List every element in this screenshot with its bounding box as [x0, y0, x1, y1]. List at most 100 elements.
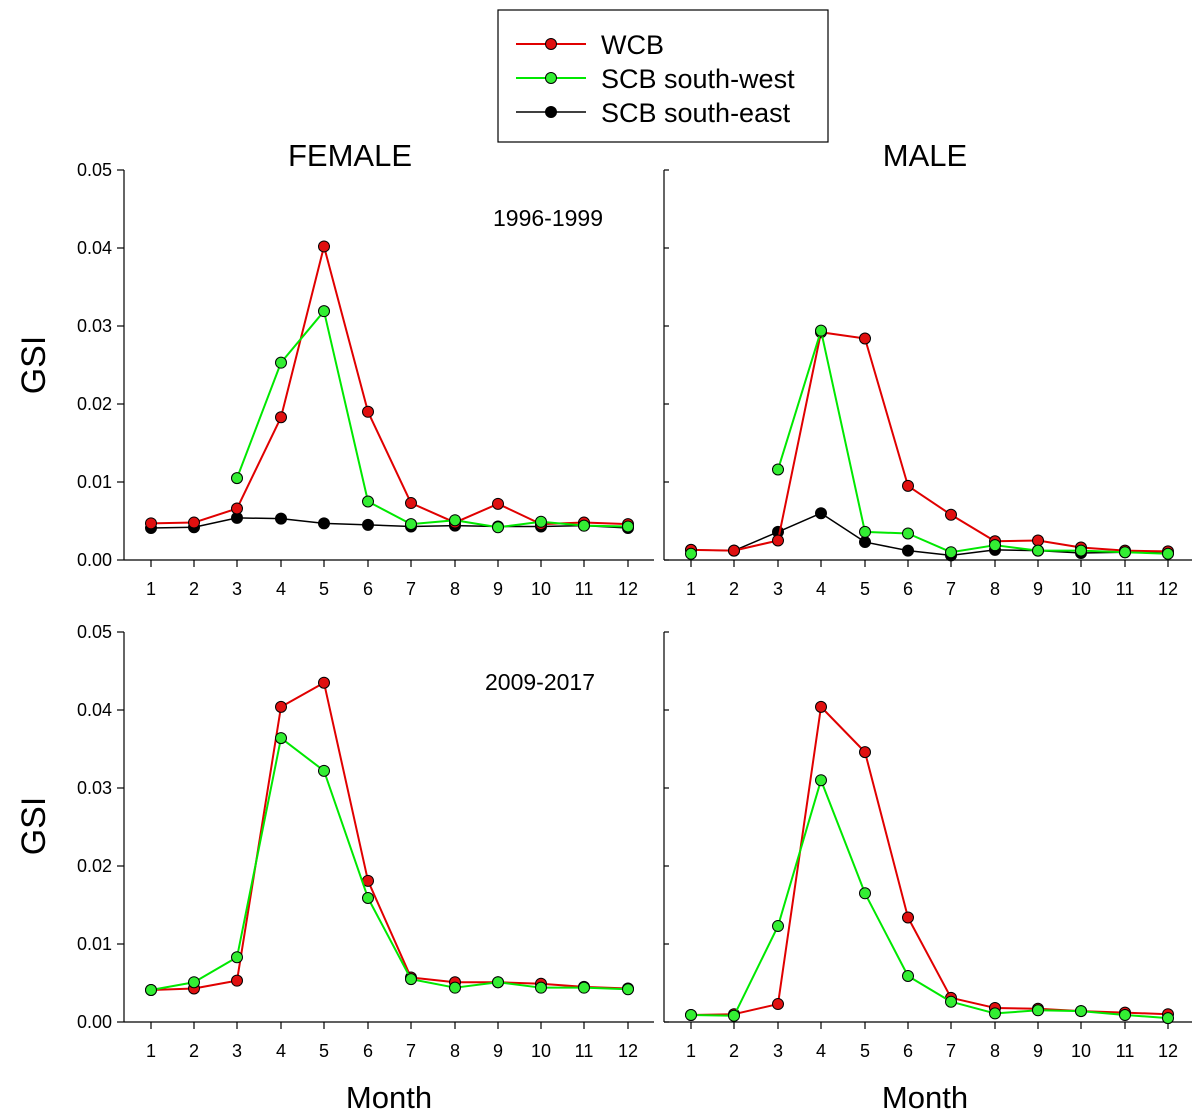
x-tick-label: 6: [903, 579, 913, 599]
data-point-scb-south-west: [1075, 544, 1087, 557]
data-point-scb-south-west: [275, 732, 287, 745]
data-point-scb-south-west: [535, 981, 547, 994]
data-point-scb-south-west: [1075, 1005, 1087, 1018]
y-tick-label: 0.05: [77, 622, 112, 642]
data-point-scb-south-east: [318, 517, 330, 530]
y-tick-label: 0.03: [77, 778, 112, 798]
x-tick-label: 12: [1158, 1041, 1178, 1061]
series-wcb: [685, 700, 1174, 1021]
x-tick-label: 7: [406, 579, 416, 599]
data-point-scb-south-west: [405, 973, 417, 986]
series-line-scb-south-west: [150, 737, 629, 992]
data-point-wcb: [728, 544, 740, 557]
x-tick-label: 2: [729, 1041, 739, 1061]
data-point-wcb: [231, 974, 243, 987]
data-point-scb-south-west: [1162, 547, 1174, 560]
series-wcb: [145, 240, 634, 531]
x-tick-label: 6: [903, 1041, 913, 1061]
x-tick-label: 4: [276, 579, 286, 599]
x-tick-label: 9: [493, 1041, 503, 1061]
x-tick-label: 5: [860, 1041, 870, 1061]
data-point-scb-south-west: [578, 519, 590, 532]
x-tick-label: 10: [1071, 579, 1091, 599]
data-point-wcb: [492, 497, 504, 510]
x-tick-label: 11: [1116, 1041, 1135, 1061]
data-point-scb-south-east: [859, 536, 871, 549]
column-title-female: FEMALE: [288, 138, 412, 173]
series-line-wcb: [150, 245, 629, 526]
series-line-scb-south-west: [777, 329, 1169, 555]
legend-marker-scb-south-east: [545, 106, 557, 118]
data-point-scb-south-west: [275, 356, 287, 369]
series-line-scb-south-west: [236, 310, 629, 529]
period-annotation-top: 1996-1999: [493, 205, 603, 231]
x-tick-label: 8: [990, 1041, 1000, 1061]
x-tick-label: 5: [319, 1041, 329, 1061]
x-tick-label: 12: [1158, 579, 1178, 599]
panel-male-2009-2017: 1 2 3 4 5 6 7 8 9 10 11 12: [663, 631, 1192, 1061]
data-point-wcb: [318, 676, 330, 689]
x-tick-label: 10: [531, 1041, 551, 1061]
data-point-scb-south-west: [989, 539, 1001, 552]
data-point-scb-south-west: [492, 521, 504, 534]
data-point-scb-south-west: [622, 983, 634, 996]
y-tick-label: 0.04: [77, 238, 112, 258]
data-point-scb-south-west: [728, 1009, 740, 1022]
data-point-scb-south-west: [772, 920, 784, 933]
legend: WCB SCB south-west SCB south-east: [497, 9, 829, 143]
series-wcb: [145, 676, 634, 997]
series-line-wcb: [150, 681, 629, 992]
x-tick-label: 3: [773, 1041, 783, 1061]
y-tick-label: 0.00: [77, 550, 112, 570]
x-tick-label: 6: [363, 1041, 373, 1061]
x-tick-label: 5: [860, 579, 870, 599]
data-point-scb-south-west: [685, 1008, 697, 1021]
data-point-scb-south-west: [1119, 546, 1131, 559]
data-point-scb-south-east: [815, 507, 827, 520]
data-point-scb-south-west: [902, 969, 914, 982]
data-point-wcb: [859, 746, 871, 759]
data-point-wcb: [772, 534, 784, 547]
legend-label-wcb: WCB: [601, 30, 664, 60]
data-point-scb-south-west: [685, 547, 697, 560]
y-tick-label: 0.04: [77, 700, 112, 720]
data-point-wcb: [815, 700, 827, 713]
x-tick-label: 9: [1033, 1041, 1043, 1061]
data-point-wcb: [902, 479, 914, 492]
x-tick-label: 2: [729, 579, 739, 599]
data-point-scb-south-west: [318, 764, 330, 777]
data-point-scb-south-west: [772, 463, 784, 476]
series-scb-south-west: [231, 305, 634, 534]
data-point-scb-south-west: [859, 525, 871, 538]
x-tick-label: 10: [1071, 1041, 1091, 1061]
x-tick-label: 7: [946, 1041, 956, 1061]
data-point-scb-south-west: [231, 951, 243, 964]
data-point-scb-south-west: [989, 1007, 1001, 1020]
data-point-scb-south-west: [622, 520, 634, 533]
x-tick-label: 4: [816, 1041, 826, 1061]
series-line-scb-south-east: [150, 517, 629, 529]
x-tick-label: 5: [319, 579, 329, 599]
x-tick-label: 9: [1033, 579, 1043, 599]
series-line-wcb: [690, 331, 1169, 553]
x-tick-label: 3: [232, 579, 242, 599]
data-point-scb-south-west: [1032, 1004, 1044, 1017]
data-point-scb-south-west: [145, 984, 157, 997]
x-tick-label: 8: [450, 1041, 460, 1061]
data-point-wcb: [145, 517, 157, 530]
x-tick-label: 1: [686, 1041, 696, 1061]
data-point-scb-south-west: [815, 774, 827, 787]
x-tick-label: 11: [575, 579, 594, 599]
series-line-wcb: [690, 705, 1169, 1016]
data-point-wcb: [275, 700, 287, 713]
data-point-scb-south-east: [902, 544, 914, 557]
x-tick-label: 9: [493, 579, 503, 599]
series-wcb: [685, 326, 1174, 558]
x-tick-label: 6: [363, 579, 373, 599]
data-point-wcb: [362, 405, 374, 418]
y-tick-label: 0.00: [77, 1012, 112, 1032]
data-point-wcb: [231, 502, 243, 515]
x-tick-label: 3: [232, 1041, 242, 1061]
panel-male-1996-1999: 1 2 3 4 5 6 7 8 9 10 11 12: [663, 169, 1192, 599]
